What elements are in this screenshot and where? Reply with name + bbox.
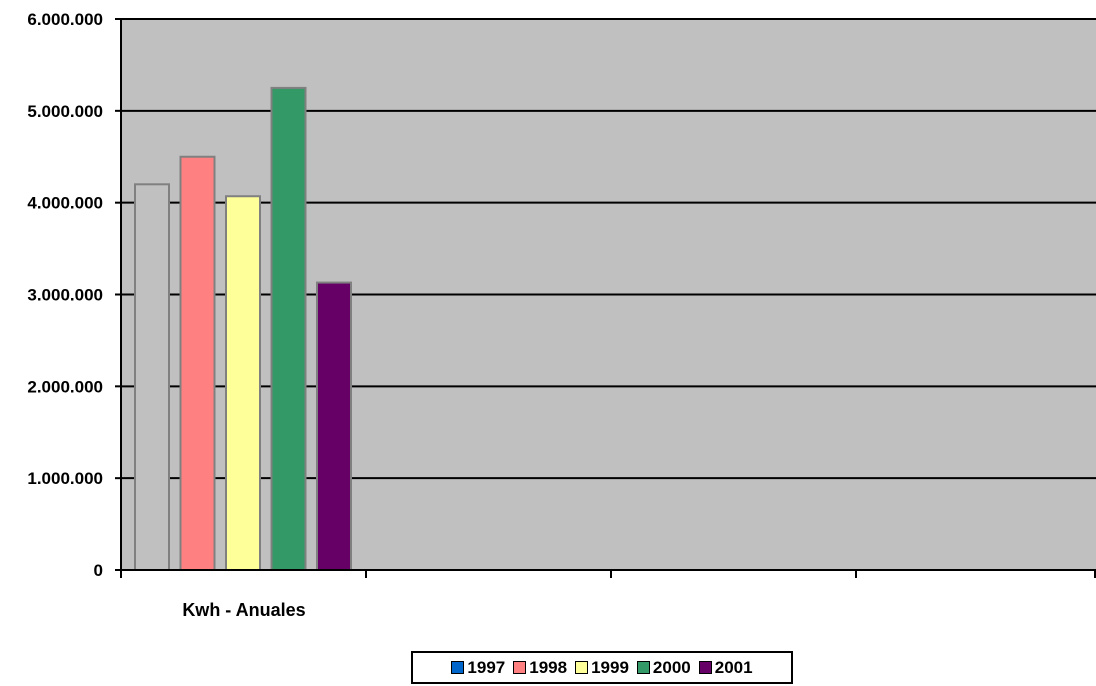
legend-swatch bbox=[513, 661, 527, 674]
y-tick-label: 0 bbox=[94, 561, 103, 580]
y-axis-tick-labels: 0 1.000.000 2.000.000 3.000.000 4.000.000 5.0… bbox=[27, 10, 121, 580]
x-axis-category-labels: Kwh - Anuales bbox=[182, 600, 305, 620]
legend-swatch bbox=[698, 661, 712, 674]
bars bbox=[134, 86, 352, 572]
legend-item-1999: 1999 bbox=[575, 658, 629, 678]
legend-swatch bbox=[575, 661, 589, 674]
legend-swatch bbox=[636, 661, 650, 674]
legend-label: 2000 bbox=[652, 657, 691, 677]
bar-2000 bbox=[270, 86, 307, 571]
legend-label: 1997 bbox=[467, 657, 506, 677]
x-category-label: Kwh - Anuales bbox=[182, 600, 305, 620]
y-tick-label: 3.000.000 bbox=[27, 286, 103, 305]
bar-1998 bbox=[179, 155, 216, 571]
y-tick-label: 5.000.000 bbox=[27, 102, 103, 121]
legend-item-1997: 1997 bbox=[451, 658, 505, 678]
legend-label: 2001 bbox=[714, 657, 753, 677]
y-tick-label: 4.000.000 bbox=[27, 194, 103, 213]
legend-item-2001: 2001 bbox=[698, 657, 753, 678]
legend: 1997 1998 1999 2000 2001 bbox=[411, 651, 793, 684]
y-tick-label: 1.000.000 bbox=[27, 469, 103, 488]
y-tick-label: 6.000.000 bbox=[27, 10, 103, 29]
bar-2001 bbox=[316, 281, 352, 571]
legend-item-1998: 1998 bbox=[513, 658, 567, 678]
legend-swatch bbox=[451, 661, 465, 674]
legend-label: 1999 bbox=[591, 657, 629, 677]
y-tick-label: 2.000.000 bbox=[27, 377, 103, 396]
legend-label: 1998 bbox=[529, 657, 568, 677]
legend-item-2000: 2000 bbox=[636, 657, 691, 678]
axes bbox=[120, 19, 1096, 578]
bar-1997 bbox=[134, 183, 170, 572]
bar-1999 bbox=[225, 195, 261, 571]
